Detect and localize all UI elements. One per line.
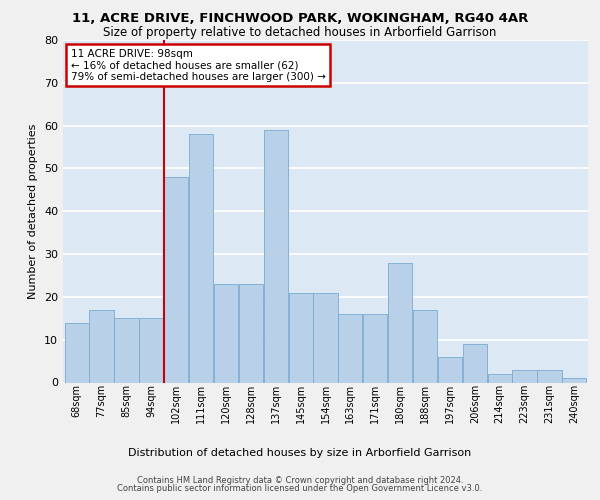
Y-axis label: Number of detached properties: Number of detached properties (28, 124, 38, 299)
Bar (388, 262, 412, 382)
Bar (562, 378, 586, 382)
Bar (263, 130, 288, 382)
Bar (363, 314, 388, 382)
Text: Contains public sector information licensed under the Open Government Licence v3: Contains public sector information licen… (118, 484, 482, 493)
Bar (115, 318, 139, 382)
Bar (538, 370, 562, 382)
Text: 11, ACRE DRIVE, FINCHWOOD PARK, WOKINGHAM, RG40 4AR: 11, ACRE DRIVE, FINCHWOOD PARK, WOKINGHA… (72, 12, 528, 26)
Bar (512, 370, 536, 382)
Bar (438, 357, 462, 382)
Text: Size of property relative to detached houses in Arborfield Garrison: Size of property relative to detached ho… (103, 26, 497, 39)
Bar (89, 310, 113, 382)
Bar (413, 310, 437, 382)
Text: Distribution of detached houses by size in Arborfield Garrison: Distribution of detached houses by size … (128, 448, 472, 458)
Bar (338, 314, 362, 382)
Text: Contains HM Land Registry data © Crown copyright and database right 2024.: Contains HM Land Registry data © Crown c… (137, 476, 463, 485)
Bar (463, 344, 487, 383)
Bar (239, 284, 263, 382)
Bar (289, 292, 313, 382)
Bar (65, 322, 89, 382)
Bar (214, 284, 238, 382)
Bar (139, 318, 163, 382)
Bar (488, 374, 512, 382)
Text: 11 ACRE DRIVE: 98sqm
← 16% of detached houses are smaller (62)
79% of semi-detac: 11 ACRE DRIVE: 98sqm ← 16% of detached h… (71, 48, 326, 82)
Bar (313, 292, 338, 382)
Bar (164, 177, 188, 382)
Bar (189, 134, 213, 382)
